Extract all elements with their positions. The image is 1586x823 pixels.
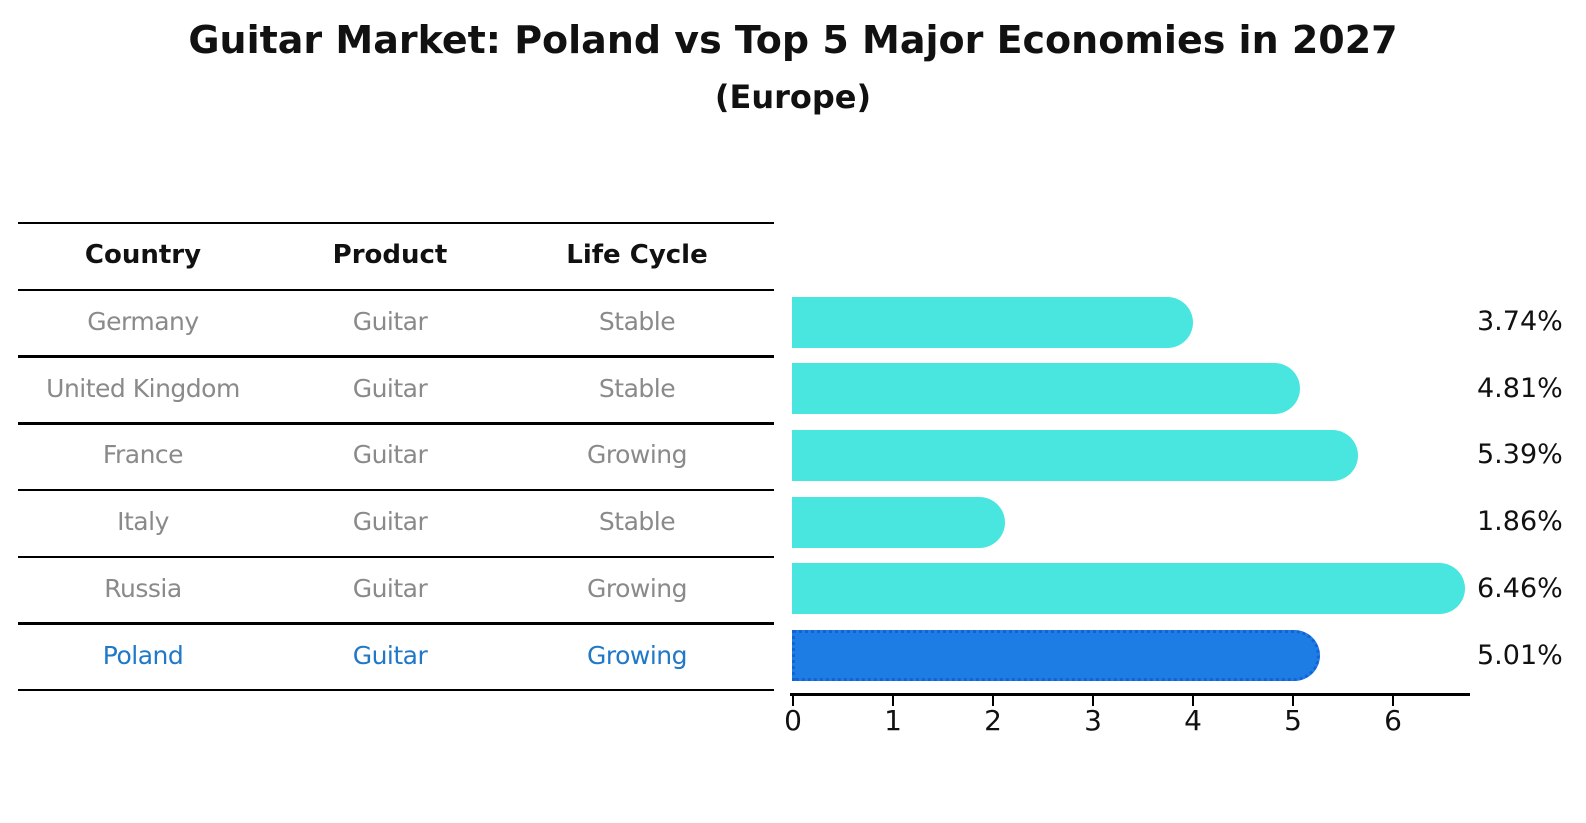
bar-poland bbox=[792, 630, 1320, 682]
table-cell-country: France bbox=[102, 440, 184, 470]
table-cell-country: Germany bbox=[87, 307, 199, 337]
column-header-product: Product bbox=[332, 240, 448, 271]
table-cell-country: Russia bbox=[104, 573, 182, 603]
table-cell-life_cycle: Stable bbox=[598, 373, 676, 403]
value-label: 5.01% bbox=[1477, 639, 1563, 671]
x-axis-tick bbox=[1191, 695, 1195, 706]
table-cell-country: United Kingdom bbox=[46, 373, 240, 403]
x-axis-tick-label: 0 bbox=[784, 704, 802, 737]
x-axis-tick bbox=[1291, 695, 1295, 706]
bar-france bbox=[792, 429, 1358, 481]
column-header-country: Country bbox=[84, 240, 202, 271]
x-axis-tick-label: 2 bbox=[984, 704, 1002, 737]
table-line bbox=[18, 488, 774, 492]
table-cell-product: Guitar bbox=[352, 440, 428, 470]
table-cell-country: Poland bbox=[102, 640, 184, 670]
x-axis-tick-label: 3 bbox=[1084, 704, 1102, 737]
table-cell-product: Guitar bbox=[352, 373, 428, 403]
x-axis-tick bbox=[891, 695, 895, 706]
table-cell-country: Italy bbox=[117, 507, 169, 537]
x-axis-tick-label: 6 bbox=[1384, 704, 1402, 737]
x-axis-tick bbox=[1091, 695, 1095, 706]
chart-subtitle: (Europe) bbox=[714, 78, 872, 116]
table-line bbox=[18, 355, 774, 358]
table-cell-life_cycle: Stable bbox=[598, 307, 676, 337]
x-axis-tick-label: 1 bbox=[884, 704, 902, 737]
table-cell-life_cycle: Stable bbox=[598, 507, 676, 537]
table-cell-life_cycle: Growing bbox=[586, 440, 688, 470]
x-axis-line bbox=[790, 693, 1470, 696]
table-cell-product: Guitar bbox=[352, 307, 428, 337]
value-label: 6.46% bbox=[1477, 572, 1563, 604]
x-axis-tick bbox=[791, 695, 795, 706]
value-label: 3.74% bbox=[1477, 306, 1563, 338]
x-axis-tick-label: 5 bbox=[1284, 704, 1302, 737]
x-axis-tick bbox=[991, 695, 995, 706]
table-cell-product: Guitar bbox=[352, 640, 428, 670]
table-line bbox=[18, 222, 774, 225]
value-label: 1.86% bbox=[1477, 506, 1563, 538]
table-line bbox=[18, 288, 774, 292]
table-line bbox=[18, 688, 774, 692]
x-axis-tick bbox=[1391, 695, 1395, 706]
table-line bbox=[18, 555, 774, 558]
bar-russia bbox=[792, 563, 1465, 615]
table-cell-product: Guitar bbox=[352, 573, 428, 603]
table-cell-life_cycle: Growing bbox=[586, 640, 688, 670]
table-line bbox=[18, 422, 774, 425]
bar-germany bbox=[792, 296, 1193, 348]
bar-united-kingdom bbox=[792, 363, 1300, 415]
chart-title: Guitar Market: Poland vs Top 5 Major Eco… bbox=[188, 18, 1398, 62]
value-label: 4.81% bbox=[1477, 372, 1563, 404]
bar-italy bbox=[792, 496, 1005, 548]
table-cell-product: Guitar bbox=[352, 507, 428, 537]
value-label: 5.39% bbox=[1477, 439, 1563, 471]
x-axis-tick-label: 4 bbox=[1184, 704, 1202, 737]
table-cell-life_cycle: Growing bbox=[586, 573, 688, 603]
table-line bbox=[18, 622, 774, 625]
column-header-life-cycle: Life Cycle bbox=[566, 240, 708, 271]
